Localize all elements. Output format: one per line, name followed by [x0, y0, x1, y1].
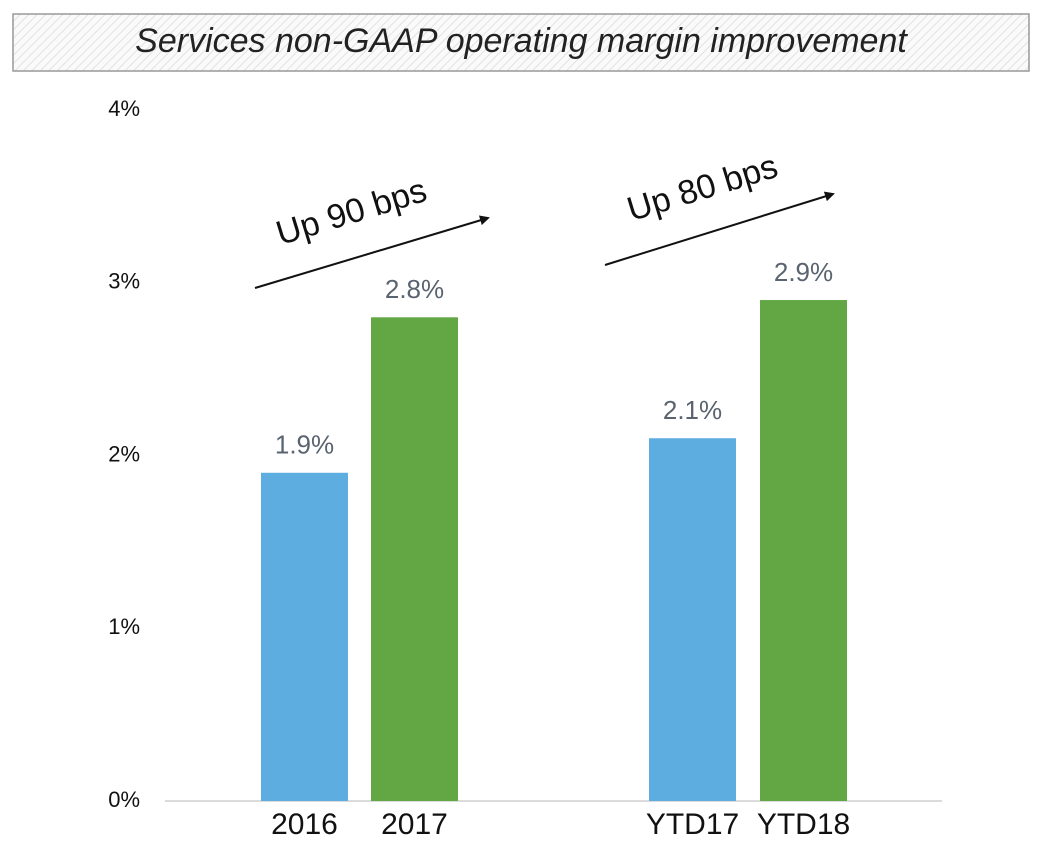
value-label: 1.9%: [275, 430, 334, 460]
value-label: 2.1%: [663, 395, 722, 425]
value-label: 2.9%: [774, 257, 833, 287]
x-tick-label: 2016: [271, 808, 338, 841]
y-tick-label: 2%: [108, 441, 140, 466]
y-tick-label: 3%: [108, 269, 140, 294]
title-box: [12, 13, 1030, 72]
arrow: [604, 191, 835, 266]
x-tick-label: YTD17: [646, 808, 739, 841]
bar: [760, 300, 847, 801]
x-tick-label: 2017: [381, 808, 448, 841]
bar: [371, 317, 458, 801]
x-tick-label: YTD18: [757, 808, 850, 841]
annotation: Up 90 bps: [272, 171, 431, 253]
y-tick-label: 4%: [108, 96, 140, 121]
chart-title: Services non-GAAP operating margin impro…: [135, 22, 908, 60]
y-tick-label: 1%: [108, 614, 140, 639]
value-label: 2.8%: [385, 274, 444, 304]
arrow: [254, 215, 490, 289]
y-tick-label: 0%: [108, 787, 140, 812]
bar: [649, 438, 736, 801]
bar: [261, 472, 348, 801]
